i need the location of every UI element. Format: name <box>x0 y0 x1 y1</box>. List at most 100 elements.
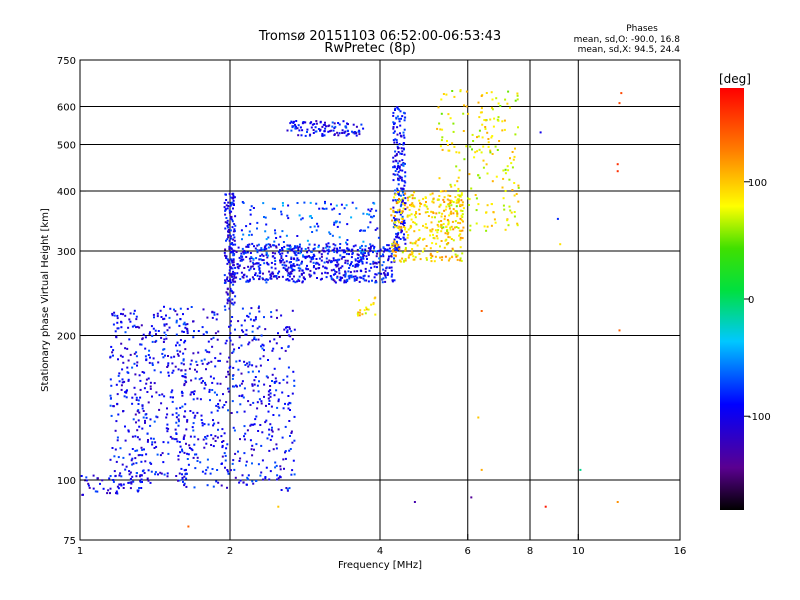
scatter-point <box>349 264 351 267</box>
scatter-point <box>477 203 480 206</box>
scatter-point <box>224 280 227 282</box>
scatter-point <box>216 313 219 316</box>
scatter-point <box>478 148 481 151</box>
scatter-point <box>177 458 180 461</box>
scatter-point <box>226 486 228 489</box>
scatter-point <box>335 271 338 273</box>
scatter-point <box>382 268 385 271</box>
scatter-point <box>244 432 247 435</box>
scatter-point <box>364 252 366 254</box>
scatter-point <box>269 392 272 395</box>
scatter-point <box>155 415 158 418</box>
scatter-point <box>138 374 141 377</box>
scatter-point <box>151 441 154 444</box>
scatter-point <box>280 213 283 216</box>
scatter-point <box>316 277 318 279</box>
scatter-point <box>307 249 310 252</box>
scatter-point <box>127 359 130 362</box>
scatter-point <box>382 255 385 258</box>
scatter-point <box>404 162 406 165</box>
scatter-point <box>176 313 179 316</box>
scatter-point <box>497 119 500 122</box>
scatter-point <box>321 249 324 252</box>
scatter-point <box>312 253 315 256</box>
scatter-point <box>132 480 135 483</box>
scatter-point <box>280 255 283 258</box>
scatter-point <box>232 238 235 241</box>
scatter-point <box>221 462 223 465</box>
scatter-point <box>183 341 186 344</box>
scatter-point <box>231 259 233 262</box>
scatter-point <box>140 460 143 463</box>
scatter-point <box>398 160 401 163</box>
scatter-point <box>459 203 462 206</box>
scatter-point <box>233 348 236 351</box>
scatter-point <box>228 192 231 195</box>
scatter-point <box>258 305 260 308</box>
scatter-point <box>470 187 473 190</box>
scatter-point <box>467 204 470 206</box>
scatter-point <box>135 351 138 354</box>
scatter-point <box>170 391 173 394</box>
scatter-point <box>292 264 295 267</box>
scatter-point <box>384 269 387 272</box>
scatter-point <box>406 214 409 217</box>
scatter-point <box>439 190 442 193</box>
scatter-point <box>164 354 166 357</box>
scatter-point <box>163 323 166 326</box>
scatter-point <box>287 217 290 220</box>
scatter-point <box>286 214 289 217</box>
y-tick-label: 100 <box>57 476 76 487</box>
scatter-point <box>88 486 91 489</box>
scatter-point <box>408 195 411 198</box>
scatter-point <box>461 213 464 216</box>
scatter-point <box>258 370 260 373</box>
scatter-point <box>211 381 214 384</box>
scatter-point <box>402 143 405 146</box>
scatter-point <box>112 349 115 352</box>
scatter-point <box>249 213 252 216</box>
scatter-point <box>231 242 234 244</box>
scatter-point <box>401 215 404 218</box>
scatter-point <box>448 205 451 208</box>
scatter-point <box>285 255 288 257</box>
scatter-point <box>260 247 263 250</box>
scatter-point <box>281 230 284 233</box>
scatter-point <box>400 230 403 233</box>
scatter-point <box>357 311 360 314</box>
scatter-point <box>302 271 305 274</box>
scatter-point <box>262 355 265 358</box>
scatter-point <box>278 335 281 338</box>
scatter-point <box>117 327 120 330</box>
scatter-point <box>175 475 178 477</box>
scatter-point <box>411 248 414 250</box>
scatter-point <box>246 244 249 247</box>
scatter-point <box>357 314 359 317</box>
scatter-point <box>109 458 112 461</box>
scatter-point <box>120 484 123 487</box>
scatter-point <box>134 373 137 376</box>
scatter-point <box>239 457 242 460</box>
scatter-point <box>433 237 436 240</box>
scatter-point <box>380 255 383 258</box>
scatter-point <box>282 378 285 381</box>
scatter-point <box>376 227 379 230</box>
scatter-point <box>343 256 346 258</box>
scatter-point <box>402 142 405 144</box>
scatter-point <box>252 207 255 209</box>
scatter-point <box>136 361 139 364</box>
scatter-point <box>229 217 232 220</box>
scatter-point <box>398 236 400 239</box>
scatter-point <box>327 242 330 245</box>
scatter-point <box>154 340 157 343</box>
scatter-point <box>287 204 290 207</box>
scatter-point <box>230 302 233 305</box>
scatter-point <box>113 470 116 473</box>
scatter-point <box>398 198 400 200</box>
scatter-point <box>469 145 472 148</box>
scatter-point <box>332 248 335 251</box>
scatter-point <box>147 439 149 441</box>
scatter-point <box>516 98 519 101</box>
scatter-point <box>456 254 459 257</box>
scatter-point <box>362 229 365 232</box>
